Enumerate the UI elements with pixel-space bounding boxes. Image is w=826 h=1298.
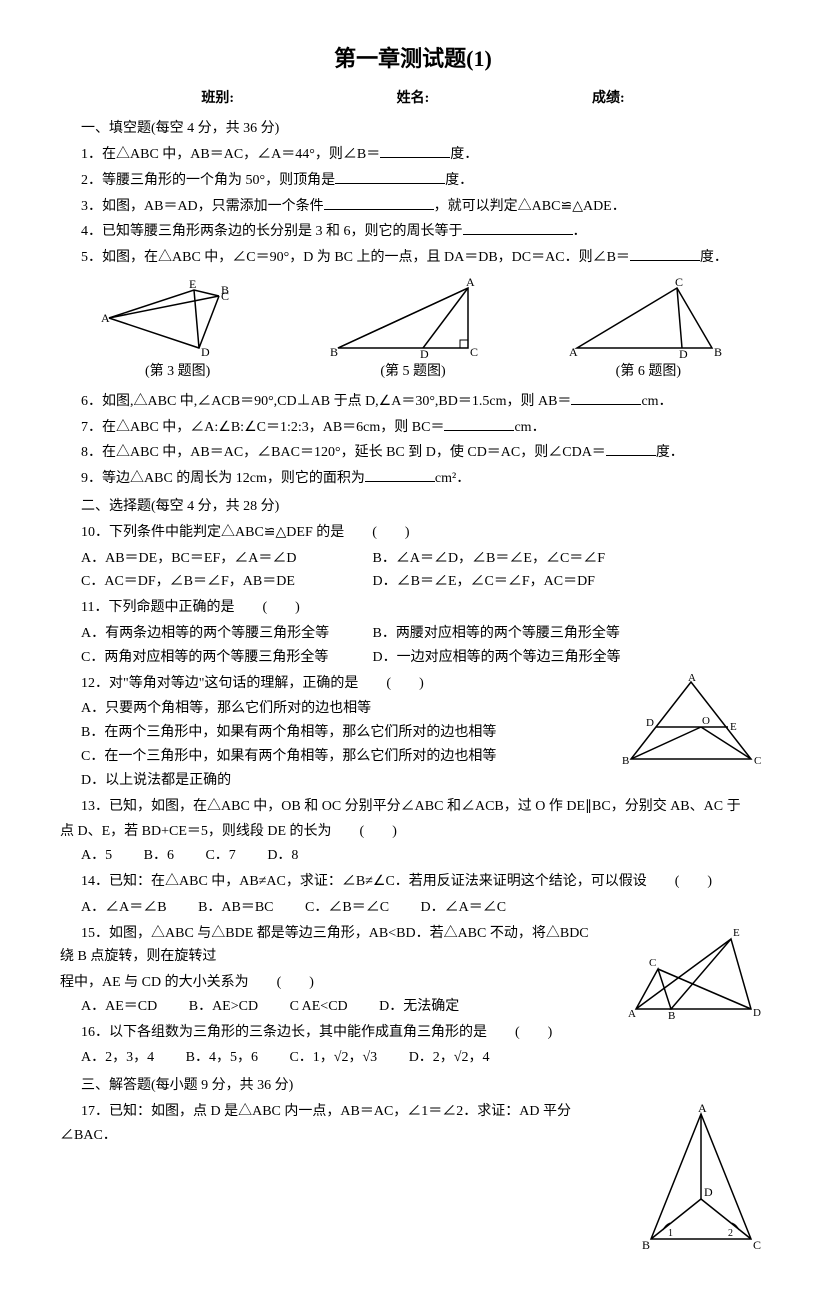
q4: 4．已知等腰三角形两条边的长分别是 3 和 6，则它的周长等于． xyxy=(60,220,766,244)
svg-text:A: A xyxy=(628,1008,636,1020)
svg-text:A: A xyxy=(466,278,475,289)
svg-text:D: D xyxy=(646,717,654,729)
svg-text:B: B xyxy=(668,1010,675,1022)
svg-text:1: 1 xyxy=(668,1228,673,1239)
q13-opts: A．5 B．6 C．7 D．8 xyxy=(81,844,766,868)
cap-q6: (第 6 题图) xyxy=(616,360,681,384)
figure-captions-1: (第 3 题图) (第 5 题图) (第 6 题图) xyxy=(60,360,766,384)
section-1-heading: 一、填空题(每空 4 分，共 36 分) xyxy=(60,117,766,141)
fig-q5: A B C D xyxy=(328,278,488,358)
q1: 1．在△ABC 中，AB＝AC，∠A＝44°，则∠B＝度． xyxy=(60,143,766,167)
q10-opts: A．AB＝DE，BC＝EF，∠A＝∠D B．∠A＝∠D，∠B＝∠E，∠C＝∠F … xyxy=(81,547,766,595)
svg-text:C: C xyxy=(675,278,683,289)
q9: 9．等边△ABC 的周长为 12cm，则它的面积为cm²． xyxy=(60,467,766,491)
student-info-row: 班别: 姓名: 成绩: xyxy=(60,87,766,111)
svg-text:C: C xyxy=(649,957,656,969)
page-title: 第一章测试题(1) xyxy=(60,40,766,77)
q13-line1: 13．已知，如图，在△ABC 中，OB 和 OC 分别平分∠ABC 和∠ACB，… xyxy=(60,795,766,819)
q16: 16．以下各组数为三角形的三条边长，其中能作成直角三角形的是 ( ) xyxy=(60,1021,766,1045)
fig-q17: A B C D 1 2 xyxy=(636,1104,766,1254)
svg-text:D: D xyxy=(201,345,210,358)
fig-q13: A B C D E O xyxy=(616,674,766,769)
svg-text:C: C xyxy=(470,345,478,358)
svg-text:C: C xyxy=(221,289,229,303)
fig-q15: A B C D E xyxy=(616,924,766,1024)
q6: 6．如图,△ABC 中,∠ACB＝90°,CD⊥AB 于点 D,∠A＝30°,B… xyxy=(60,390,766,414)
q7: 7．在△ABC 中，∠A:∠B:∠C＝1:2:3，AB＝6cm，则 BC＝cm． xyxy=(60,416,766,440)
svg-text:C: C xyxy=(754,755,761,767)
fig-q6: A B C D xyxy=(567,278,727,358)
q14: 14．已知：在△ABC 中，AB≠AC，求证：∠B≠∠C．若用反证法来证明这个结… xyxy=(60,870,766,894)
svg-text:A: A xyxy=(698,1104,707,1115)
q11-opts: A．有两条边相等的两个等腰三角形全等 B．两腰对应相等的两个等腰三角形全等 C．… xyxy=(81,622,766,670)
svg-text:D: D xyxy=(679,347,688,358)
svg-text:E: E xyxy=(733,927,740,939)
section-1: 一、填空题(每空 4 分，共 36 分) 1．在△ABC 中，AB＝AC，∠A＝… xyxy=(60,117,766,491)
section-2-heading: 二、选择题(每空 4 分，共 28 分) xyxy=(60,495,766,519)
score-label: 成绩: xyxy=(592,87,625,111)
svg-text:A: A xyxy=(101,311,110,325)
svg-text:O: O xyxy=(702,715,710,727)
class-label: 班别: xyxy=(201,87,234,111)
cap-q5: (第 5 题图) xyxy=(380,360,445,384)
svg-text:D: D xyxy=(704,1185,713,1199)
svg-text:E: E xyxy=(189,278,196,291)
q8: 8．在△ABC 中，AB＝AC，∠BAC＝120°，延长 BC 到 D，使 CD… xyxy=(60,441,766,465)
q10: 10．下列条件中能判定△ABC≌△DEF 的是 ( ) xyxy=(60,521,766,545)
svg-text:D: D xyxy=(753,1007,761,1019)
figure-row-1: A B E D C A B C D A B C D xyxy=(60,278,766,358)
q5: 5．如图，在△ABC 中，∠C＝90°，D 为 BC 上的一点，且 DA＝DB，… xyxy=(60,246,766,270)
q2: 2．等腰三角形的一个角为 50°，则顶角是度． xyxy=(60,169,766,193)
section-2: 二、选择题(每空 4 分，共 28 分) 10．下列条件中能判定△ABC≌△DE… xyxy=(60,495,766,1070)
q13-line2: 点 D、E，若 BD+CE＝5，则线段 DE 的长为 ( ) xyxy=(60,820,766,844)
svg-text:C: C xyxy=(753,1238,761,1252)
svg-text:A: A xyxy=(569,345,578,358)
q16-opts: A．2，3，4 B．4，5，6 C．1，√2，√3 D．2，√2，4 xyxy=(81,1046,766,1070)
svg-text:B: B xyxy=(714,345,722,358)
svg-text:D: D xyxy=(420,347,429,358)
svg-text:B: B xyxy=(642,1238,650,1252)
q11: 11．下列命题中正确的是 ( ) xyxy=(60,596,766,620)
section-3: 三、解答题(每小题 9 分，共 36 分) A B C D 1 2 17．已知：… xyxy=(60,1074,766,1258)
q14-opts: A．∠A＝∠B B．AB＝BC C．∠B＝∠C D．∠A＝∠C xyxy=(81,896,766,920)
fig-q3: A B E D C xyxy=(99,278,249,358)
svg-text:E: E xyxy=(730,721,737,733)
section-3-heading: 三、解答题(每小题 9 分，共 36 分) xyxy=(60,1074,766,1098)
q3: 3．如图，AB＝AD，只需添加一个条件，就可以判定△ABC≌△ADE． xyxy=(60,195,766,219)
svg-text:B: B xyxy=(622,755,629,767)
svg-text:2: 2 xyxy=(728,1228,733,1239)
svg-text:B: B xyxy=(330,345,338,358)
cap-q3: (第 3 题图) xyxy=(145,360,210,384)
name-label: 姓名: xyxy=(397,87,430,111)
svg-text:A: A xyxy=(688,674,696,684)
